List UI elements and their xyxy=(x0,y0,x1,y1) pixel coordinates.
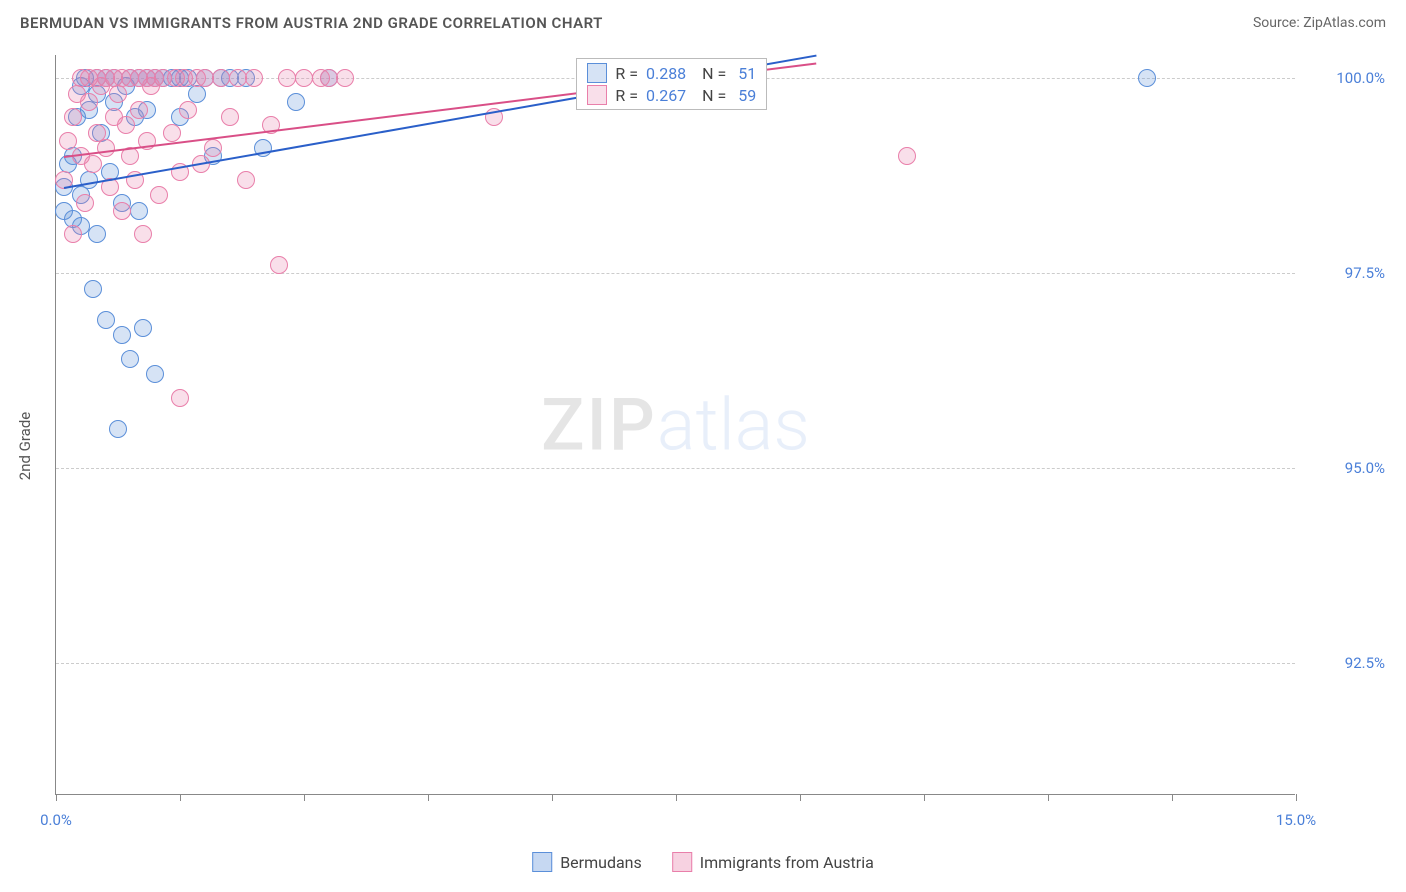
scatter-point xyxy=(171,389,189,407)
stats-swatch xyxy=(587,63,607,83)
legend-label: Immigrants from Austria xyxy=(700,853,874,872)
y-tick-label: 97.5% xyxy=(1305,264,1385,282)
stats-n-value: 51 xyxy=(734,64,756,83)
scatter-point xyxy=(221,108,239,126)
scatter-point xyxy=(204,139,222,157)
scatter-point xyxy=(320,69,338,87)
scatter-point xyxy=(212,69,230,87)
stats-row: R = 0.267 N = 59 xyxy=(587,85,756,105)
x-tick xyxy=(924,794,925,801)
x-tick xyxy=(304,794,305,801)
watermark-atlas: atlas xyxy=(657,382,810,467)
bottom-legend: Bermudans Immigrants from Austria xyxy=(532,852,874,872)
x-tick xyxy=(800,794,801,801)
scatter-point xyxy=(150,186,168,204)
chart-title: BERMUDAN VS IMMIGRANTS FROM AUSTRIA 2ND … xyxy=(20,14,603,32)
x-tick xyxy=(1296,794,1297,801)
gridline-h xyxy=(56,468,1295,469)
scatter-point xyxy=(270,256,288,274)
scatter-point xyxy=(245,69,263,87)
scatter-point xyxy=(287,93,305,111)
x-tick xyxy=(428,794,429,801)
x-tick xyxy=(552,794,553,801)
stats-box: R = 0.288 N = 51 R = 0.267 N = 59 xyxy=(576,58,767,110)
scatter-point xyxy=(130,101,148,119)
scatter-point xyxy=(117,116,135,134)
scatter-point xyxy=(64,225,82,243)
legend-swatch xyxy=(672,852,692,872)
y-tick-label: 95.0% xyxy=(1305,459,1385,477)
scatter-point xyxy=(121,350,139,368)
scatter-point xyxy=(76,194,94,212)
scatter-point xyxy=(59,132,77,150)
scatter-point xyxy=(229,69,247,87)
scatter-point xyxy=(130,202,148,220)
scatter-point xyxy=(80,93,98,111)
stats-n-value: 59 xyxy=(734,86,756,105)
scatter-point xyxy=(109,420,127,438)
scatter-point xyxy=(84,155,102,173)
legend-item: Bermudans xyxy=(532,852,642,872)
scatter-point xyxy=(237,171,255,189)
x-tick xyxy=(56,794,57,801)
scatter-point xyxy=(109,85,127,103)
scatter-point xyxy=(80,171,98,189)
y-axis-label: 2nd Grade xyxy=(16,412,34,480)
scatter-point xyxy=(113,202,131,220)
scatter-point xyxy=(88,225,106,243)
stats-r-label: R = xyxy=(615,86,638,105)
x-tick xyxy=(1048,794,1049,801)
stats-row: R = 0.288 N = 51 xyxy=(587,63,756,83)
stats-n-label: N = xyxy=(694,86,726,105)
stats-r-value: 0.267 xyxy=(646,86,686,105)
scatter-point xyxy=(179,101,197,119)
chart-plot-area: ZIPatlas 92.5%95.0%97.5%100.0%0.0%15.0%R… xyxy=(55,55,1295,795)
scatter-point xyxy=(196,69,214,87)
y-tick-label: 92.5% xyxy=(1305,654,1385,672)
scatter-point xyxy=(163,124,181,142)
scatter-point xyxy=(134,319,152,337)
stats-n-label: N = xyxy=(694,64,726,83)
scatter-point xyxy=(134,225,152,243)
scatter-point xyxy=(97,311,115,329)
legend-item: Immigrants from Austria xyxy=(672,852,874,872)
legend-swatch xyxy=(532,852,552,872)
watermark-zip: ZIP xyxy=(541,382,657,467)
scatter-point xyxy=(1138,69,1156,87)
legend-label: Bermudans xyxy=(560,853,642,872)
scatter-point xyxy=(278,69,296,87)
scatter-point xyxy=(898,147,916,165)
watermark: ZIPatlas xyxy=(541,382,810,467)
stats-r-value: 0.288 xyxy=(646,64,686,83)
y-tick-label: 100.0% xyxy=(1305,69,1385,87)
scatter-point xyxy=(295,69,313,87)
scatter-point xyxy=(97,139,115,157)
scatter-point xyxy=(84,280,102,298)
x-tick xyxy=(180,794,181,801)
scatter-point xyxy=(146,365,164,383)
stats-swatch xyxy=(587,85,607,105)
x-tick-label: 15.0% xyxy=(1276,811,1316,829)
gridline-h xyxy=(56,663,1295,664)
chart-header: BERMUDAN VS IMMIGRANTS FROM AUSTRIA 2ND … xyxy=(0,0,1406,42)
x-tick-label: 0.0% xyxy=(40,811,72,829)
x-tick xyxy=(676,794,677,801)
source-attribution: Source: ZipAtlas.com xyxy=(1253,15,1386,31)
stats-r-label: R = xyxy=(615,64,638,83)
scatter-point xyxy=(336,69,354,87)
x-tick xyxy=(1172,794,1173,801)
scatter-point xyxy=(64,108,82,126)
gridline-h xyxy=(56,273,1295,274)
scatter-point xyxy=(113,326,131,344)
